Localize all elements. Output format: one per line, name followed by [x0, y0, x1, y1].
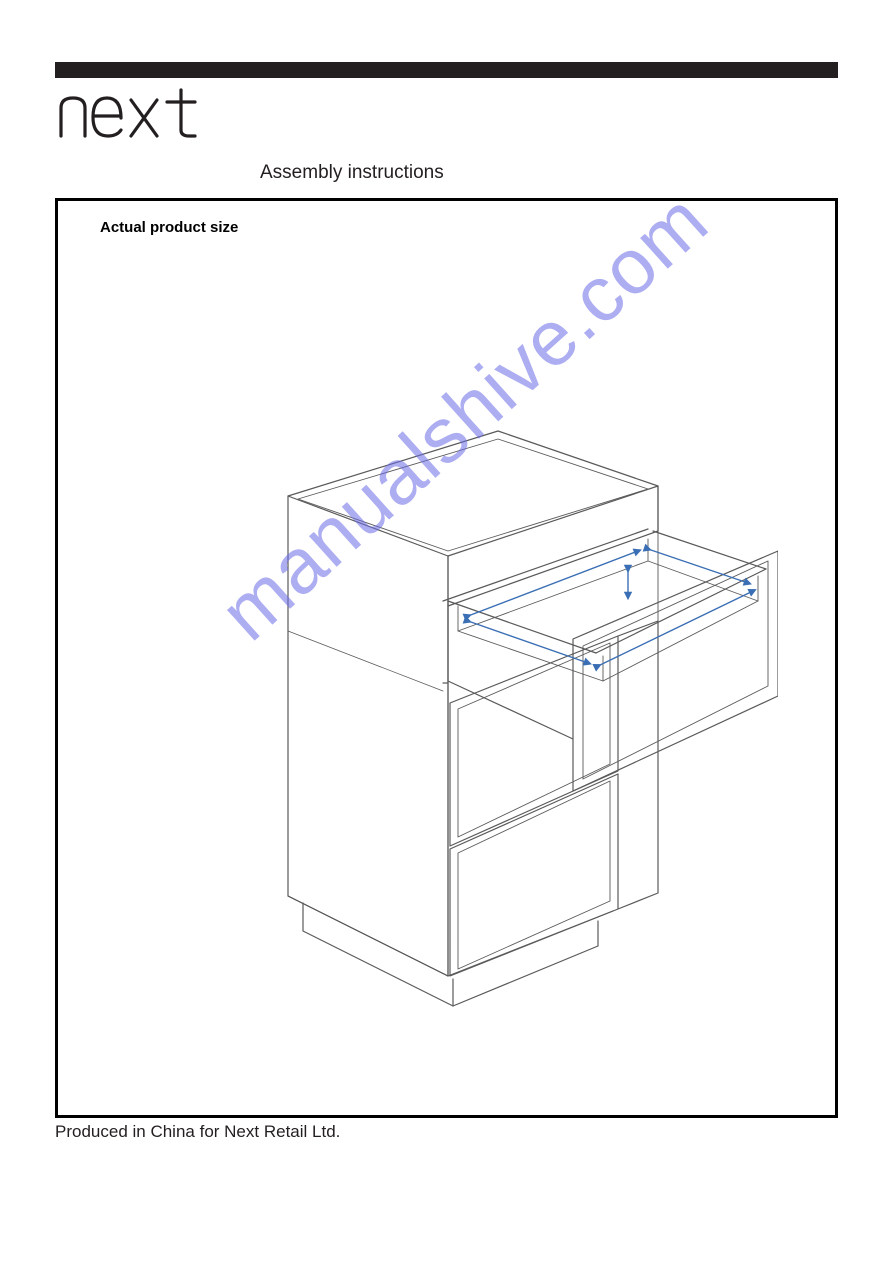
brand-logo — [55, 88, 225, 140]
size-label: Actual product size — [100, 219, 238, 236]
footer-text: Produced in China for Next Retail Ltd. — [55, 1122, 340, 1142]
page-subtitle: Assembly instructions — [260, 162, 444, 184]
cabinet-diagram — [158, 421, 778, 1061]
top-bar — [55, 62, 838, 78]
diagram-container: Actual product size — [55, 198, 838, 1118]
